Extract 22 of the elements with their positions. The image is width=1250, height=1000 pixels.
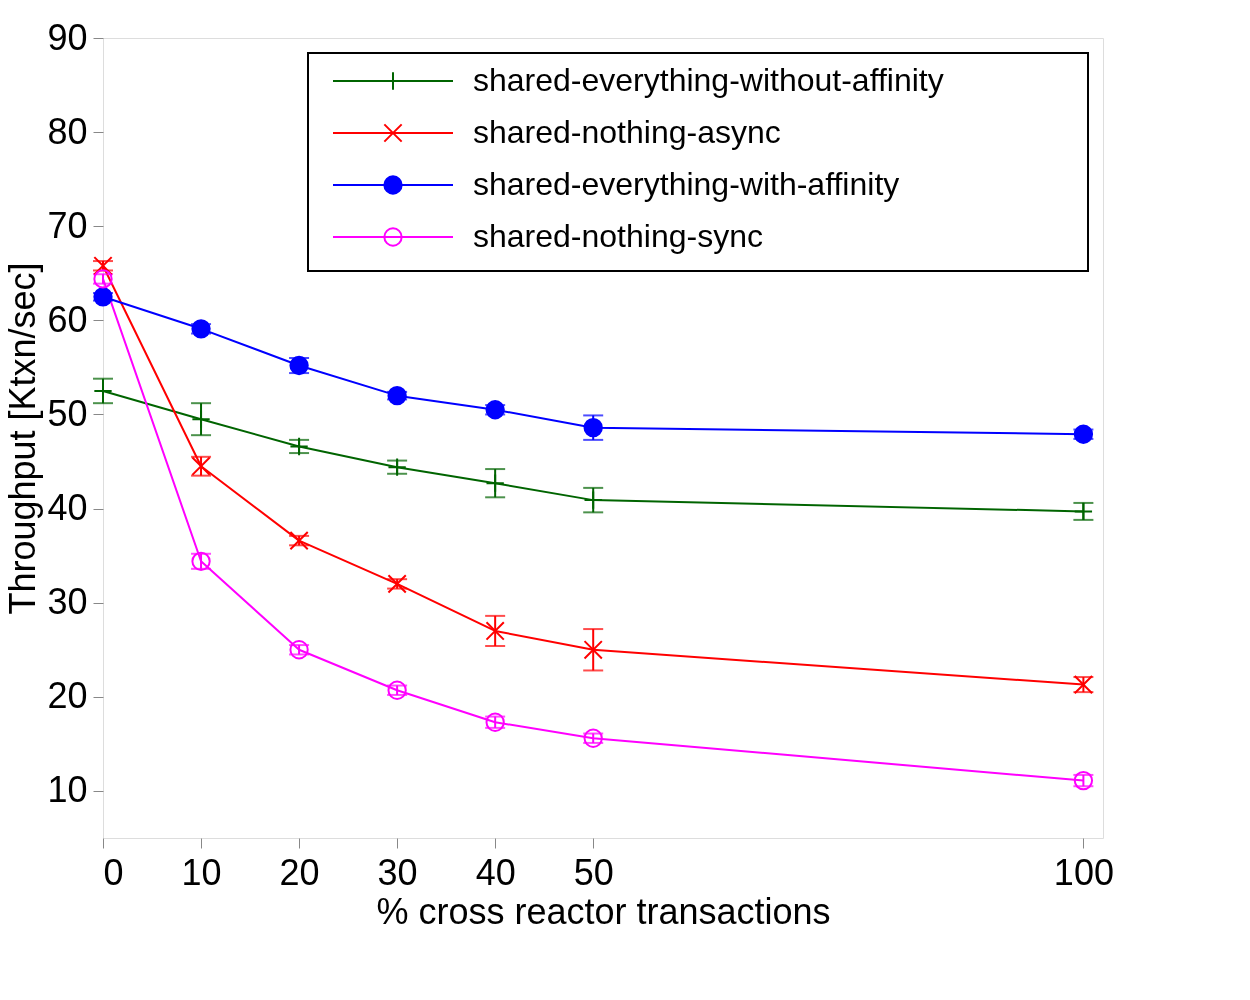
y-tick-label: 90: [47, 16, 88, 58]
x-tick-label: 10: [181, 851, 222, 893]
y-tick-label: 60: [47, 298, 88, 340]
y-tick-label: 40: [47, 487, 88, 529]
x-tick-label: 40: [475, 851, 516, 893]
y-tick-label: 30: [47, 581, 88, 623]
y-tick-label: 20: [47, 675, 88, 717]
y-tick-label: 70: [47, 204, 88, 246]
x-tick-label: 20: [279, 851, 320, 893]
x-tick-label: 30: [377, 851, 418, 893]
y-tick-label: 10: [47, 769, 88, 811]
legend-label: shared-nothing-sync: [473, 218, 763, 254]
x-tick-label: 0: [103, 851, 124, 893]
y-tick-label: 80: [47, 110, 88, 152]
y-axis-title: Throughput [Ktxn/sec]: [2, 262, 44, 615]
x-tick-label: 100: [1053, 851, 1114, 893]
y-tick-label: 50: [47, 392, 88, 434]
legend-label: shared-nothing-async: [473, 114, 781, 150]
legend-label: shared-everything-with-affinity: [473, 166, 900, 202]
legend-label: shared-everything-without-affinity: [473, 62, 944, 98]
x-axis-title: % cross reactor transactions: [376, 890, 831, 932]
x-tick-label: 50: [573, 851, 614, 893]
